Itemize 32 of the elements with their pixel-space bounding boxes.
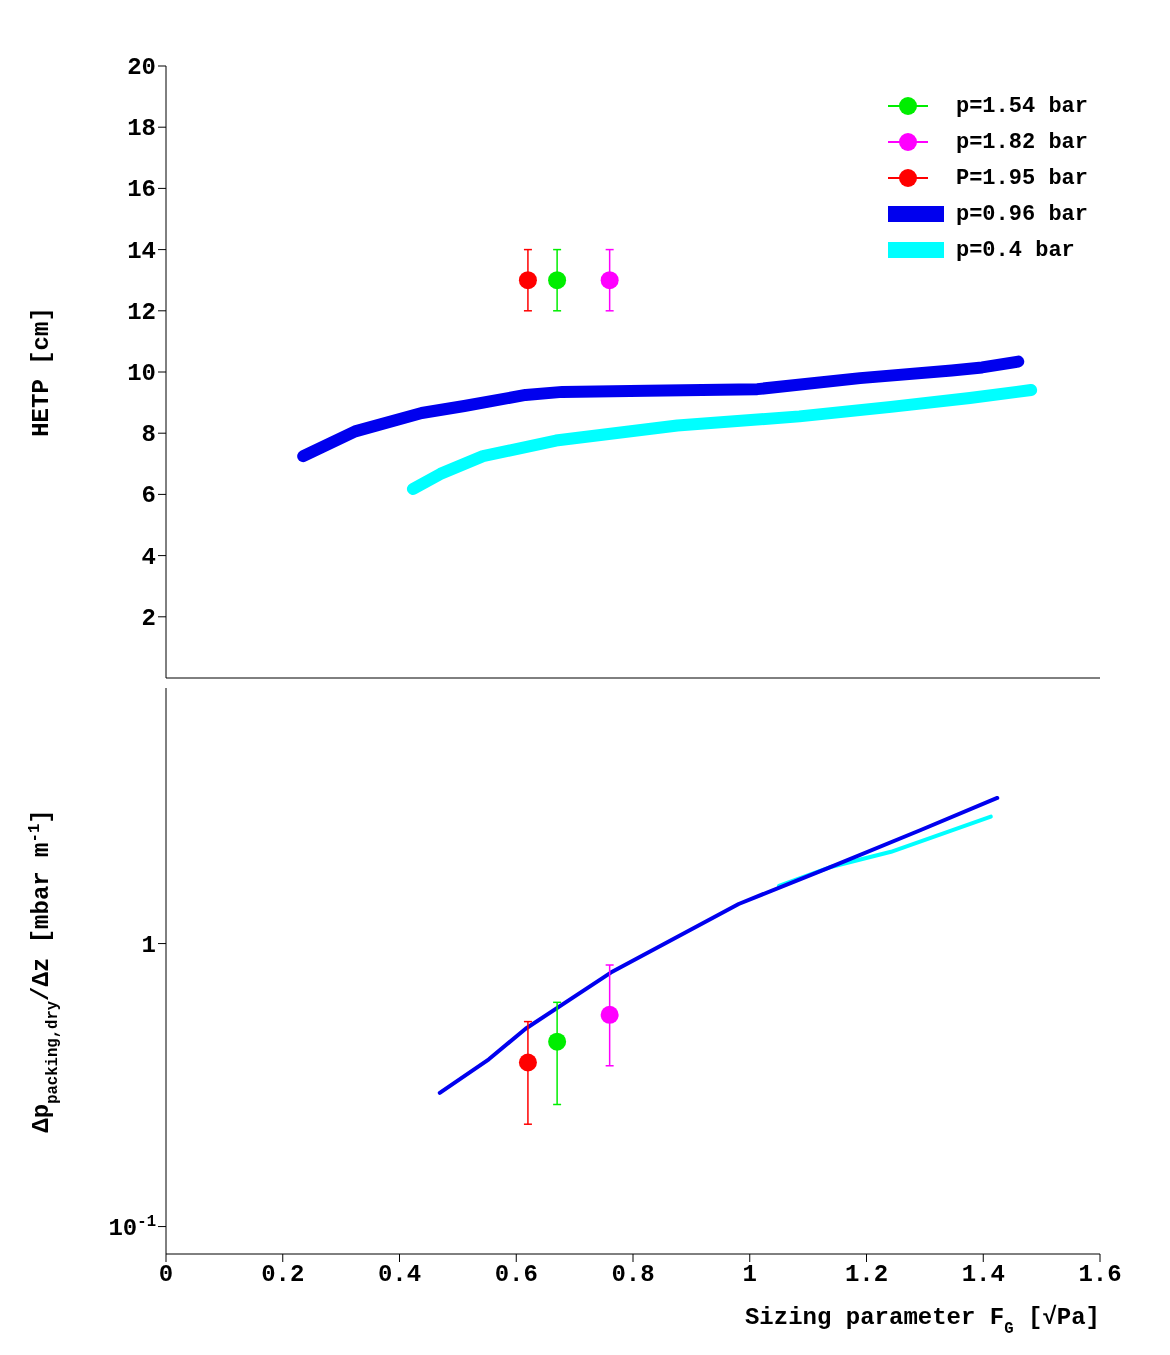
y-axis-title: HETP [cm]: [28, 307, 55, 437]
legend-label: p=1.82 bar: [955, 129, 1088, 155]
legend-label: p=0.4 bar: [955, 237, 1075, 263]
point: [518, 1053, 537, 1072]
y-tick-label: 4: [141, 543, 156, 571]
y-tick-label: 2: [141, 604, 156, 632]
x-tick-label: 1.2: [844, 1261, 889, 1289]
y-tick-label: 1: [141, 931, 156, 959]
x-tick-label: 1.4: [961, 1261, 1005, 1289]
y-tick-label: 8: [141, 421, 156, 449]
y-tick-label: 20: [127, 54, 156, 81]
x-tick-label: 0: [158, 1261, 174, 1289]
y-tick-label: 6: [141, 482, 156, 510]
y-tick-label: 12: [127, 298, 156, 326]
y-tick-label: 10: [127, 360, 156, 387]
x-tick-label: 0.6: [494, 1261, 538, 1289]
x-tick-label: 0.8: [611, 1261, 655, 1289]
x-tick-label: 0.4: [377, 1261, 422, 1289]
y-tick-label: 14: [127, 237, 156, 265]
y-tick-label: 10$^{-1}$: [108, 1212, 156, 1242]
line-series: [437, 795, 1000, 1095]
x-tick-label: 0.2: [261, 1261, 305, 1289]
y-tick-label: 18: [127, 115, 156, 143]
legend-label: p=0.96 bar: [955, 201, 1088, 227]
legend-label: p=1.54 bar: [955, 93, 1088, 119]
x-axis-title: Sizing parameter F$_{G}$ [√Pa]: [744, 1304, 1100, 1338]
point: [548, 1032, 567, 1051]
x-tick-label: 1: [742, 1261, 757, 1289]
y-tick-label: 16: [127, 176, 156, 204]
x-tick-label: 1.6: [1078, 1261, 1122, 1289]
legend-label: P=1.95 bar: [955, 165, 1088, 191]
point: [600, 1005, 619, 1024]
